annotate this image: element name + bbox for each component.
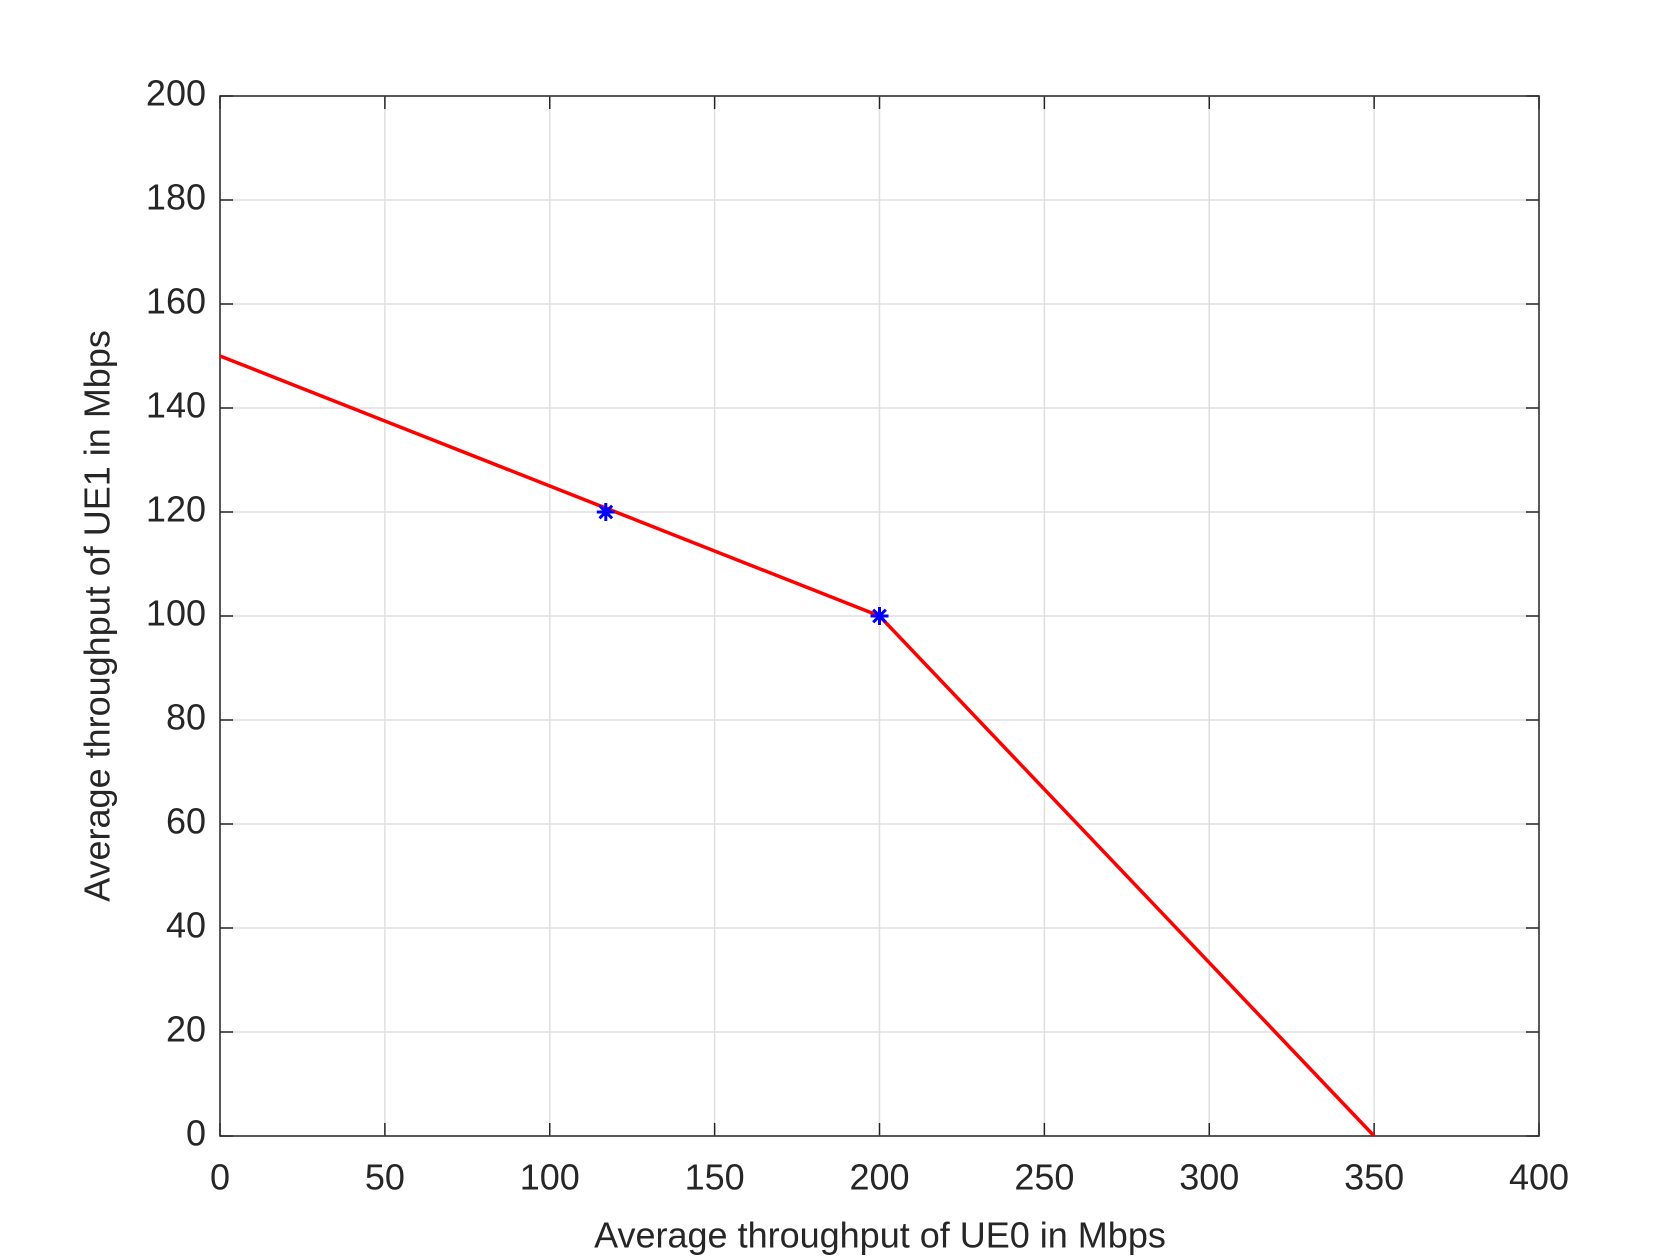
x-tick-label: 50 [365,1157,405,1198]
x-tick-label: 200 [849,1157,909,1198]
x-tick-label: 300 [1179,1157,1239,1198]
x-tick-label: 150 [685,1157,745,1198]
y-tick-label: 60 [166,801,206,842]
x-tick-label: 250 [1014,1157,1074,1198]
x-tick-label: 350 [1344,1157,1404,1198]
axes-box [219,95,1540,1137]
x-axis-label: Average throughput of UE0 in Mbps [594,1215,1166,1256]
y-tick-label: 40 [166,905,206,946]
y-tick-label: 140 [146,385,206,426]
x-tick-label: 400 [1509,1157,1569,1198]
data-marker [870,607,889,625]
y-tick-label: 0 [186,1113,206,1154]
y-tick-label: 160 [146,281,206,322]
y-tick-label: 20 [166,1009,206,1050]
y-tick-label: 80 [166,697,206,738]
y-axis-label: Average throughput of UE1 in Mbps [77,330,118,902]
y-tick-label: 180 [146,177,206,218]
data-marker [596,503,615,521]
y-tick-label: 120 [146,489,206,530]
y-tick-label: 200 [146,73,206,114]
x-tick-label: 100 [520,1157,580,1198]
y-tick-label: 100 [146,593,206,634]
x-tick-label: 0 [210,1157,230,1198]
